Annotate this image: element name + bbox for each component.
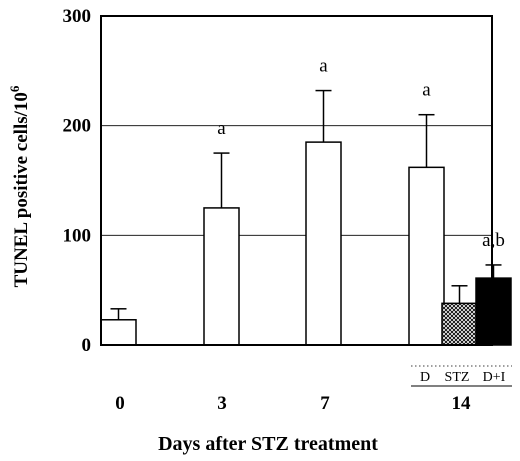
y-axis-ticks: 0 100 200 300 [63,6,92,356]
x-tick-label-1: 3 [217,393,227,414]
x-axis-label: Days after STZ treatment [158,433,378,455]
y-axis-label-superscript: 6 [7,85,22,92]
bar-annotation-3: a [422,80,431,101]
y-tick-label-3: 300 [63,6,92,27]
y-tick-label-2: 200 [63,116,92,137]
y-tick-label-1: 100 [63,225,92,246]
bars-layer [100,141,512,346]
bar-4 [441,302,478,346]
bar-annotation-1: a [217,118,226,139]
group-labels: D STZ D+I [411,365,512,387]
bar-0 [100,319,137,346]
annotations-layer: a a a a,b [217,56,505,251]
bar-1 [203,207,240,346]
group-label-2: D+I [483,370,506,385]
x-tick-label-3: 14 [452,393,472,414]
y-axis-label-text: TUNEL positive cells/10 [11,92,32,287]
bar-2 [305,141,342,346]
bar-annotation-2: a [319,56,328,77]
y-axis-label: TUNEL positive cells/106 [7,85,32,287]
bar-annotation-5: a,b [482,230,505,251]
group-label-0: D [420,370,430,385]
bar-5 [475,277,512,346]
x-axis-ticks: 0 3 7 14 [115,393,471,414]
plot-frame [100,15,493,346]
error-bars-layer [110,89,502,320]
x-tick-label-0: 0 [115,393,125,414]
bar-3 [408,166,445,346]
y-tick-label-0: 0 [82,335,92,356]
group-label-1: STZ [445,370,470,385]
x-tick-label-2: 7 [320,393,330,414]
